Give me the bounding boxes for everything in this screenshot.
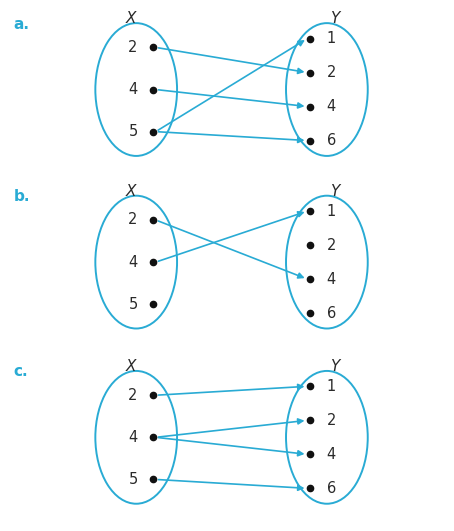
Text: 4: 4	[128, 82, 138, 97]
Text: 2: 2	[327, 237, 336, 253]
Text: 6: 6	[327, 306, 336, 321]
Text: 4: 4	[327, 272, 336, 287]
Text: 2: 2	[128, 40, 138, 55]
Text: 5: 5	[128, 124, 138, 139]
Text: $Y$: $Y$	[330, 358, 342, 374]
Text: 1: 1	[327, 203, 336, 219]
Text: 4: 4	[128, 430, 138, 445]
Text: b.: b.	[14, 189, 30, 204]
Text: 6: 6	[327, 133, 336, 148]
Text: a.: a.	[14, 16, 30, 32]
Text: $X$: $X$	[125, 183, 138, 199]
Text: $X$: $X$	[125, 10, 138, 26]
Text: $Y$: $Y$	[330, 10, 342, 26]
Text: 6: 6	[327, 481, 336, 496]
Text: 2: 2	[128, 388, 138, 402]
Text: 2: 2	[327, 65, 336, 80]
Text: 2: 2	[128, 212, 138, 227]
Text: $Y$: $Y$	[330, 183, 342, 199]
Text: 4: 4	[327, 99, 336, 114]
Text: 4: 4	[128, 254, 138, 270]
Text: c.: c.	[14, 364, 28, 380]
Text: 5: 5	[128, 297, 138, 312]
Text: 1: 1	[327, 379, 336, 394]
Text: $X$: $X$	[125, 358, 138, 374]
Text: 2: 2	[327, 413, 336, 428]
Text: 1: 1	[327, 31, 336, 46]
Text: 4: 4	[327, 447, 336, 462]
Text: 5: 5	[128, 472, 138, 487]
